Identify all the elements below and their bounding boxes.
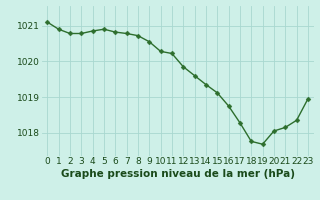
X-axis label: Graphe pression niveau de la mer (hPa): Graphe pression niveau de la mer (hPa) (60, 169, 295, 179)
